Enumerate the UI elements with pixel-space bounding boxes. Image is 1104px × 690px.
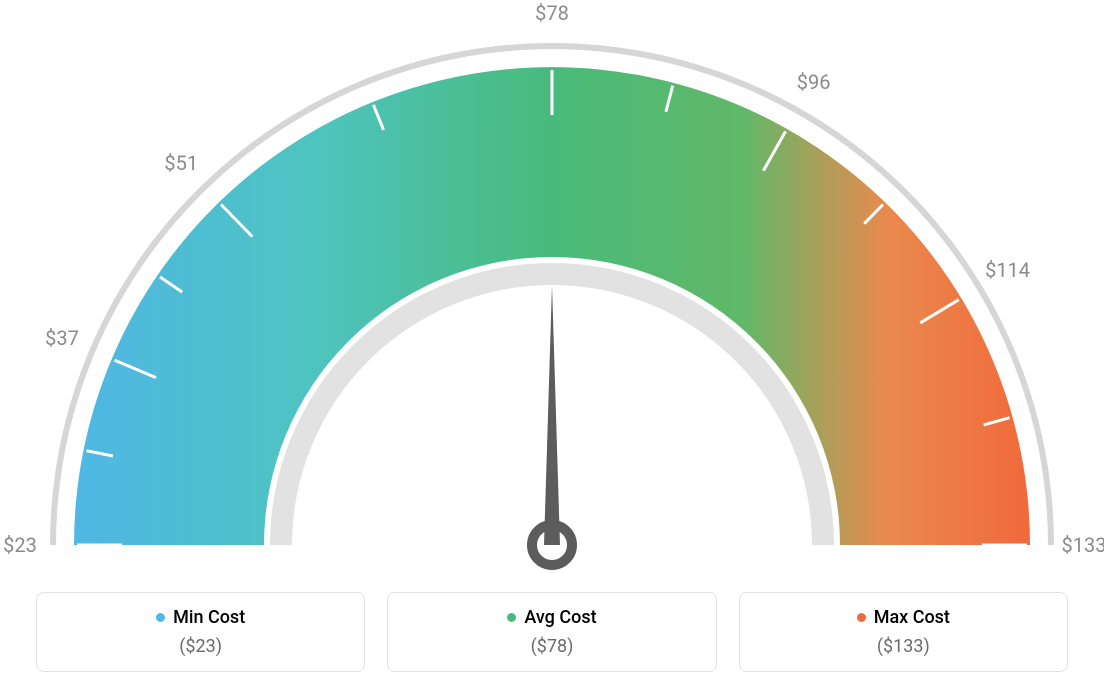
legend-label: Min Cost <box>173 607 245 628</box>
gauge-svg <box>0 0 1104 570</box>
gauge-tick-label: $37 <box>45 326 79 350</box>
gauge-tick-label: $133 <box>1062 533 1104 557</box>
gauge-tick-label: $51 <box>164 151 198 175</box>
legend-label: Avg Cost <box>524 607 596 628</box>
legend-title-avg: Avg Cost <box>507 607 596 628</box>
gauge-tick-label: $23 <box>3 533 37 557</box>
gauge-area: $23 $37 $51 $78 $96 $114 $133 <box>0 0 1104 570</box>
legend-value-max: ($133) <box>750 636 1057 657</box>
legend-value-min: ($23) <box>47 636 354 657</box>
legend-card-min: Min Cost ($23) <box>36 592 365 672</box>
legend-title-min: Min Cost <box>156 607 245 628</box>
dot-icon <box>507 613 516 622</box>
gauge-tick-label: $114 <box>985 258 1030 282</box>
legend-card-avg: Avg Cost ($78) <box>387 592 716 672</box>
gauge-tick-label: $78 <box>535 1 569 25</box>
legend-card-max: Max Cost ($133) <box>739 592 1068 672</box>
legend-label: Max Cost <box>874 607 950 628</box>
legend-row: Min Cost ($23) Avg Cost ($78) Max Cost (… <box>36 592 1068 672</box>
legend-value-avg: ($78) <box>398 636 705 657</box>
legend-title-max: Max Cost <box>857 607 950 628</box>
dot-icon <box>156 613 165 622</box>
gauge-tick-label: $96 <box>797 70 831 94</box>
cost-gauge-chart: $23 $37 $51 $78 $96 $114 $133 Min Cost ($23) A… <box>0 0 1104 690</box>
dot-icon <box>857 613 866 622</box>
